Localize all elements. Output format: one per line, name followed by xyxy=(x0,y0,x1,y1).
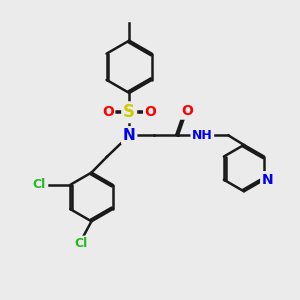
Text: O: O xyxy=(102,105,114,119)
Text: Cl: Cl xyxy=(74,237,88,250)
Text: Cl: Cl xyxy=(33,178,46,191)
Text: O: O xyxy=(181,104,193,118)
Text: O: O xyxy=(145,105,157,119)
Text: S: S xyxy=(123,103,135,121)
Text: N: N xyxy=(123,128,136,143)
Text: N: N xyxy=(262,173,273,187)
Text: NH: NH xyxy=(192,129,213,142)
